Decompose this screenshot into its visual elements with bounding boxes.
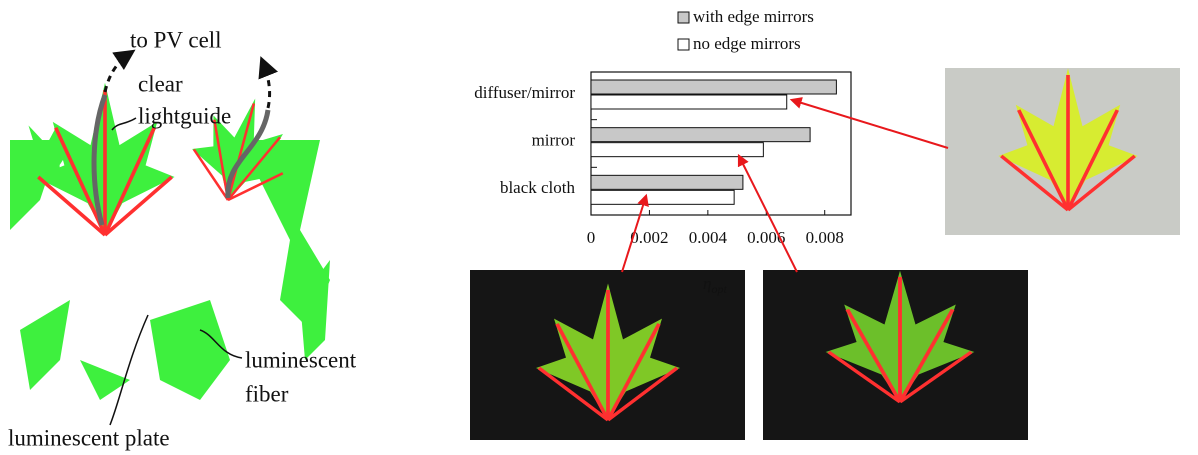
photo — [763, 270, 1028, 440]
x-tick-label: 0.004 — [689, 228, 728, 247]
leaf-diagram: to PV cell clear lightguide luminescent … — [4, 27, 357, 450]
legend-label: no edge mirrors — [693, 34, 801, 53]
label-lightguide: lightguide — [138, 103, 231, 128]
bar — [591, 175, 743, 189]
label-fiber: fiber — [245, 381, 289, 406]
bar — [591, 95, 787, 109]
legend-swatch — [678, 39, 689, 50]
label-to-pv: to PV cell — [130, 27, 222, 52]
legend-label: with edge mirrors — [693, 7, 814, 26]
y-tick-label: black cloth — [500, 178, 576, 197]
bar — [591, 80, 836, 94]
label-fiber: luminescent — [245, 347, 357, 372]
y-tick-label: mirror — [532, 131, 576, 150]
figure: to PV cell clear lightguide luminescent … — [0, 0, 1198, 455]
x-tick-label: 0.008 — [806, 228, 844, 247]
legend-swatch — [678, 12, 689, 23]
photo — [470, 270, 745, 440]
y-tick-label: diffuser/mirror — [474, 83, 575, 102]
photo — [945, 68, 1180, 235]
label-plate: luminescent plate — [8, 425, 170, 450]
bar — [591, 143, 763, 157]
x-tick-label: 0 — [587, 228, 596, 247]
label-lightguide: clear — [138, 71, 183, 96]
bar — [591, 190, 734, 204]
bar — [591, 128, 810, 142]
